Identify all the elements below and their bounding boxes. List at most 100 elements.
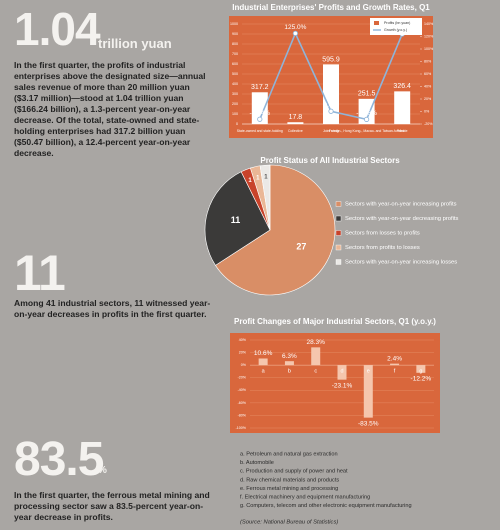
key-item: a. Petroleum and natural gas extraction <box>240 451 338 457</box>
growth-point <box>292 30 298 36</box>
stat-figure: 1.04 <box>14 3 101 55</box>
y-tick-label: 900 <box>232 32 238 36</box>
y2-tick-label: 80% <box>424 59 432 63</box>
x-tick-label: g <box>419 369 422 375</box>
stat-text: In the first quarter, the profits of ind… <box>14 60 206 158</box>
x-tick-label: Joint stock <box>323 129 339 133</box>
bar <box>311 347 321 366</box>
slice-label: 1 <box>256 176 260 182</box>
key-item: d. Raw chemical materials and products <box>240 477 339 483</box>
y-tick-label: -80% <box>238 413 247 417</box>
y2-tick-label: 120% <box>424 34 434 38</box>
y-tick-label: 700 <box>232 52 238 56</box>
value-label: 10.6% <box>254 350 273 357</box>
value-label: -83.5% <box>358 420 379 427</box>
x-tick-label: Collective <box>288 129 303 133</box>
x-tick-label: b <box>288 369 291 375</box>
y2-tick-label: 0% <box>424 109 430 113</box>
value-label: -12.2% <box>411 376 432 383</box>
y2-tick-label: 60% <box>424 72 432 76</box>
stat-unit: trillion yuan <box>98 36 172 51</box>
source: (Source: National Bureau of Statistics) <box>240 520 338 526</box>
legend-swatch <box>335 244 342 251</box>
pie-slice <box>204 171 271 266</box>
value-label: 2.4% <box>387 355 402 362</box>
y2-tick-label: -20% <box>424 122 433 126</box>
y2-tick-label: 20% <box>424 97 432 101</box>
x-tick-label: a <box>262 369 266 375</box>
legend-label: Sectors from losses to profits <box>345 231 420 237</box>
legend-label: Growth (y.o.y.) <box>384 28 407 32</box>
y-tick-label: 0% <box>241 363 247 367</box>
growth-point <box>257 116 263 122</box>
y2-tick-label: 40% <box>424 84 432 88</box>
legend-swatch <box>335 230 342 236</box>
legend-swatch <box>335 201 342 207</box>
stat-figure: 83.5 <box>14 433 104 486</box>
plot-background <box>230 333 440 433</box>
chart-title: Profit Changes of Major Industrial Secto… <box>234 317 436 326</box>
x-tick-label: d <box>340 369 343 375</box>
growth-label: 125.0% <box>284 24 306 31</box>
bar <box>390 363 400 366</box>
y-tick-label: 200 <box>232 102 238 106</box>
legend-swatch <box>374 21 379 25</box>
y-tick-label: -60% <box>238 401 247 405</box>
growth-label: -12.6% <box>356 110 377 117</box>
y-tick-label: 100 <box>232 112 238 116</box>
x-tick-label: c <box>314 369 317 375</box>
legend-label: Sectors with year-on-year decreasing pro… <box>345 216 459 222</box>
slice-label: 11 <box>231 215 241 225</box>
y-tick-label: 0 <box>236 122 238 126</box>
y-tick-label: 20% <box>239 351 247 355</box>
bar <box>416 365 426 373</box>
bar <box>284 361 294 366</box>
growth-point <box>328 108 334 114</box>
bar <box>251 92 268 124</box>
slice-label: 27 <box>296 241 306 251</box>
legend-label: Sectors from profits to losses <box>345 245 420 251</box>
pie-slice <box>215 164 336 296</box>
y-tick-label: 300 <box>232 92 238 96</box>
slice-label: 1 <box>264 174 268 180</box>
legend-label: Sectors with year-on-year increasing los… <box>345 260 457 266</box>
y-tick-label: -100% <box>236 426 247 430</box>
x-tick-label: f <box>394 369 396 375</box>
value-label: 595.9 <box>322 56 340 63</box>
value-label: 17.8 <box>289 114 303 121</box>
value-label: 326.4 <box>393 83 411 90</box>
y-tick-label: 40% <box>239 338 247 342</box>
y-tick-label: 400 <box>232 82 238 86</box>
value-label: 251.5 <box>358 91 376 98</box>
y-tick-label: 600 <box>232 62 238 66</box>
value-label: 317.2 <box>251 84 269 91</box>
key-item: g. Computers, telecom and other electron… <box>240 503 412 509</box>
growth-label: -12.4% <box>249 110 270 117</box>
value-label: -23.1% <box>332 382 353 389</box>
y2-tick-label: 100% <box>424 47 434 51</box>
growth-label: 0.4% <box>324 102 339 109</box>
bar <box>323 64 339 124</box>
x-tick-label: Foreign-, Hong Kong-, Macao- and Taiwan-… <box>329 129 404 133</box>
key-item: f. Electrical machinery and equipment ma… <box>240 494 370 500</box>
bar <box>394 91 411 124</box>
pie-slice <box>259 164 271 231</box>
bar <box>363 365 373 418</box>
legend-label: Profits (bn yuan) <box>384 21 410 25</box>
x-tick-label: e <box>367 369 370 375</box>
growth-point <box>363 116 370 122</box>
y-tick-label: -20% <box>238 376 247 380</box>
stat-unit: % <box>98 465 107 476</box>
key-item: c. Production and supply of power and he… <box>240 469 348 475</box>
value-label: 6.3% <box>282 353 297 360</box>
bar <box>337 365 347 380</box>
legend-box <box>370 18 422 35</box>
bar <box>258 358 268 366</box>
chart-title: Profit Status of All Industrial Sectors <box>260 156 400 165</box>
legend-label: Sectors with year-on-year increasing pro… <box>345 202 457 208</box>
x-tick-label: Private <box>397 129 408 133</box>
slice-label: 1 <box>248 178 252 184</box>
bar <box>287 122 304 124</box>
